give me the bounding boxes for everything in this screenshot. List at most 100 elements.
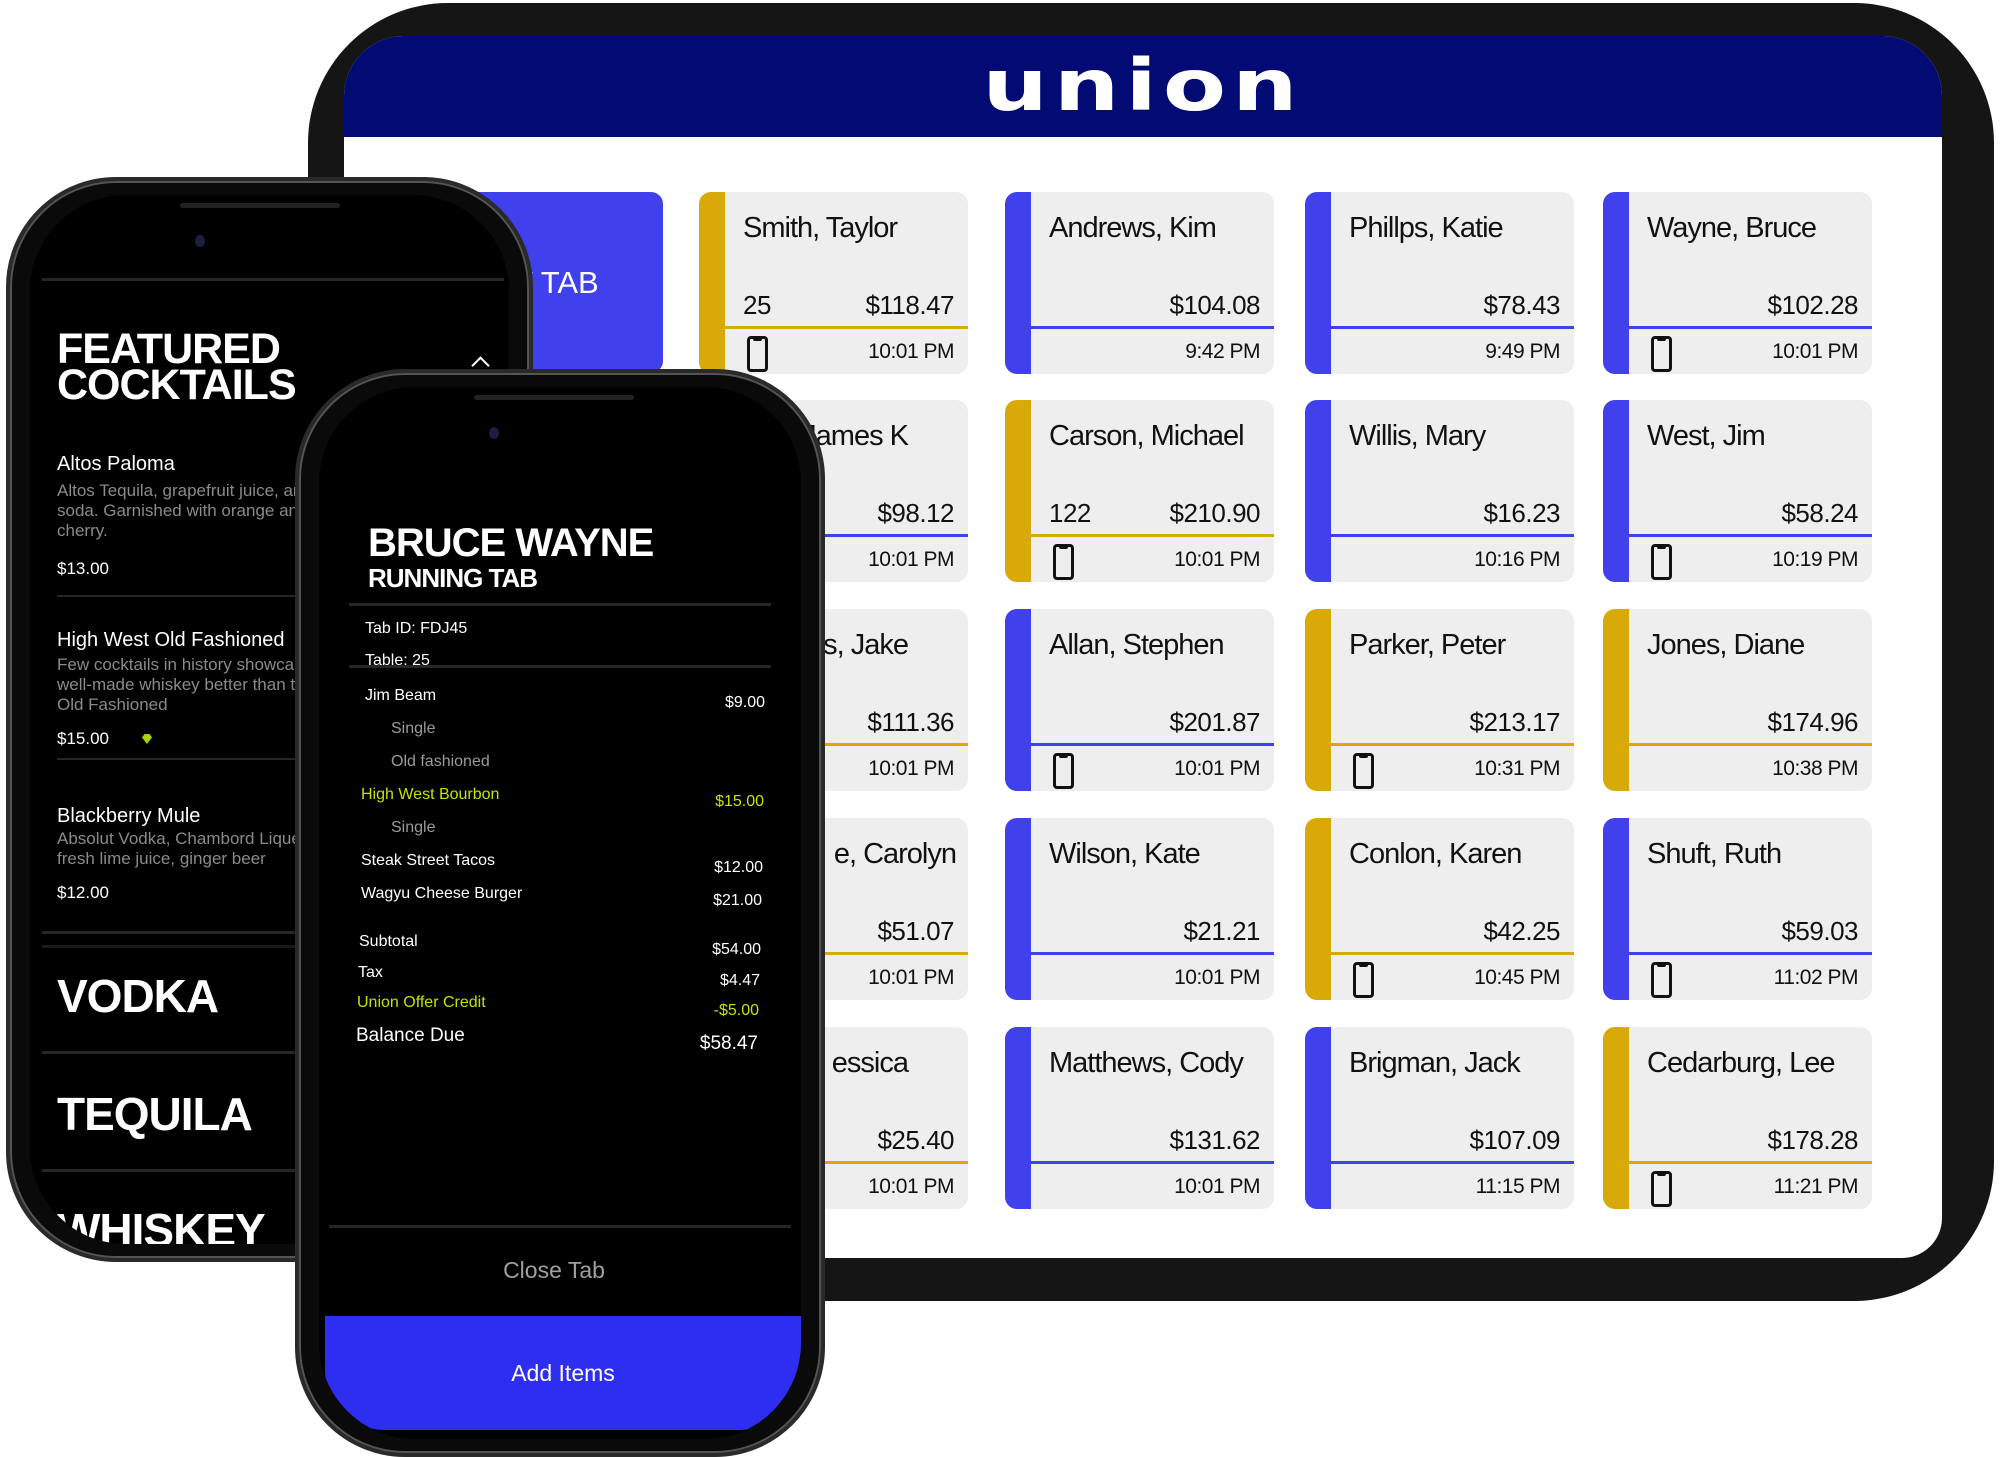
tab-amount: $102.28 <box>1767 290 1859 320</box>
total-label: Subtotal <box>359 933 418 950</box>
tab-time: 10:01 PM <box>1174 548 1260 571</box>
menu-item-description: cherry. <box>57 521 108 540</box>
tab-customer-name: Carson, Michael <box>1049 420 1245 452</box>
tab-card[interactable]: Brigman, Jack $107.09 11:15 PM <box>1305 1027 1574 1209</box>
tab-amount: $178.28 <box>1767 1125 1859 1155</box>
status-line <box>1031 1161 1274 1164</box>
mobile-phone-icon <box>1353 753 1374 789</box>
tab-customer-name: Wayne, Bruce <box>1647 212 1817 244</box>
speaker-grille <box>474 395 634 400</box>
total-label: Union Offer Credit <box>357 994 486 1011</box>
status-line <box>1031 743 1274 746</box>
line-item-label: Single <box>391 720 436 737</box>
tab-customer-name: Willis, Mary <box>1349 420 1486 452</box>
line-item-label: High West Bourbon <box>361 786 500 803</box>
status-stripe <box>1005 609 1031 791</box>
category-tequila[interactable]: TEQUILA <box>57 1088 253 1140</box>
tab-time: 10:01 PM <box>868 757 954 780</box>
tab-card[interactable]: Matthews, Cody $131.62 10:01 PM <box>1005 1027 1274 1209</box>
tab-amount: $59.03 <box>1781 916 1858 946</box>
tab-card[interactable]: Wayne, Bruce $102.28 10:01 PM <box>1603 192 1872 374</box>
union-logo: union <box>982 43 1304 128</box>
menu-item-name[interactable]: Altos Paloma <box>57 453 175 475</box>
category-vodka[interactable]: VODKA <box>57 970 219 1022</box>
tab-time: 10:19 PM <box>1772 548 1858 571</box>
status-stripe <box>1305 609 1331 791</box>
tab-card[interactable]: Allan, Stephen $201.87 10:01 PM <box>1005 609 1274 791</box>
line-item-price: $15.00 <box>715 793 764 810</box>
category-whiskey[interactable]: WHISKEY <box>57 1204 266 1244</box>
tab-amount: $58.24 <box>1781 498 1858 528</box>
tab-time: 10:01 PM <box>868 1175 954 1198</box>
total-value: $58.47 <box>699 1033 758 1054</box>
line-item-label: Jim Beam <box>365 687 437 704</box>
tab-amount: $51.07 <box>877 916 954 946</box>
status-stripe <box>1603 609 1629 791</box>
line-item-label: Wagyu Cheese Burger <box>361 885 523 902</box>
tab-card[interactable]: Conlon, Karen $42.25 10:45 PM <box>1305 818 1574 1000</box>
camera-icon <box>195 235 205 247</box>
status-line <box>1331 534 1574 537</box>
status-line <box>725 326 968 329</box>
status-stripe <box>1005 192 1031 374</box>
tab-card[interactable]: Jones, Diane $174.96 10:38 PM <box>1603 609 1872 791</box>
line-item-price: $21.00 <box>713 892 762 909</box>
tab-amount: $78.43 <box>1483 290 1560 320</box>
tab-amount: $210.90 <box>1169 498 1261 528</box>
divider <box>42 1051 504 1054</box>
menu-item-description: Absolut Vodka, Chambord Liqueur <box>57 829 316 848</box>
line-item-label: Steak Street Tacos <box>361 852 495 869</box>
status-line <box>1629 326 1872 329</box>
tab-card[interactable]: Willis, Mary $16.23 10:16 PM <box>1305 400 1574 582</box>
tab-time: 11:15 PM <box>1475 1175 1561 1198</box>
tab-amount: $25.40 <box>877 1125 954 1155</box>
menu-item-price: $15.00 <box>57 729 109 748</box>
tab-card[interactable]: Phillps, Katie $78.43 9:49 PM <box>1305 192 1574 374</box>
tab-customer-name: Wilson, Kate <box>1049 838 1201 870</box>
offer-diamond-icon <box>142 734 152 744</box>
tab-card[interactable]: Carson, Michael 122 $210.90 10:01 PM <box>1005 400 1274 582</box>
tab-customer-name: Parker, Peter <box>1349 629 1506 661</box>
running-tab-label: RUNNING TAB <box>368 563 538 593</box>
customer-name: BRUCE WAYNE <box>368 521 654 565</box>
menu-item-description: well-made whiskey better than th <box>57 675 305 694</box>
tab-card[interactable]: Cedarburg, Lee $178.28 11:21 PM <box>1603 1027 1872 1209</box>
tab-customer-name: e, Carolyn <box>833 838 957 870</box>
menu-item-name[interactable]: Blackberry Mule <box>57 805 201 827</box>
close-tab-button[interactable]: Close Tab <box>503 1257 605 1283</box>
mobile-phone-icon <box>1651 544 1672 580</box>
tab-table-number: 25 <box>743 290 771 320</box>
status-stripe <box>1305 818 1331 1000</box>
tab-phone: BRUCE WAYNE RUNNING TAB Tab ID: FDJ45 Ta… <box>295 369 825 1457</box>
tab-card[interactable]: Parker, Peter $213.17 10:31 PM <box>1305 609 1574 791</box>
tab-card[interactable]: Shuft, Ruth $59.03 11:02 PM <box>1603 818 1872 1000</box>
tab-amount: $174.96 <box>1767 707 1859 737</box>
status-line <box>1031 952 1274 955</box>
mobile-phone-icon <box>1053 544 1074 580</box>
mobile-phone-icon <box>1651 962 1672 998</box>
status-stripe <box>1305 192 1331 374</box>
menu-item-description: fresh lime juice, ginger beer <box>57 849 266 868</box>
divider <box>42 1169 504 1172</box>
tab-amount: $111.36 <box>867 707 954 737</box>
tab-amount: $98.12 <box>877 498 954 528</box>
tab-card[interactable]: Wilson, Kate $21.21 10:01 PM <box>1005 818 1274 1000</box>
divider <box>57 595 497 597</box>
divider <box>349 665 771 668</box>
tab-amount: $213.17 <box>1469 707 1561 737</box>
status-line <box>1629 743 1872 746</box>
tab-card[interactable]: Smith, Taylor 25 $118.47 10:01 PM <box>699 192 968 374</box>
tab-customer-name: Andrews, Kim <box>1049 212 1217 244</box>
divider <box>349 603 771 606</box>
camera-icon <box>489 427 499 439</box>
tab-time: 10:01 PM <box>868 548 954 571</box>
add-items-button[interactable]: Add Items <box>325 1316 801 1430</box>
tab-time: 10:45 PM <box>1474 966 1560 989</box>
tab-card[interactable]: Andrews, Kim $104.08 9:42 PM <box>1005 192 1274 374</box>
tab-card[interactable]: West, Jim $58.24 10:19 PM <box>1603 400 1872 582</box>
menu-item-name[interactable]: High West Old Fashioned <box>57 629 285 651</box>
divider <box>42 931 504 934</box>
tab-time: 10:01 PM <box>1174 966 1260 989</box>
table-number: Table: 25 <box>365 652 430 669</box>
tab-amount: $107.09 <box>1469 1125 1561 1155</box>
